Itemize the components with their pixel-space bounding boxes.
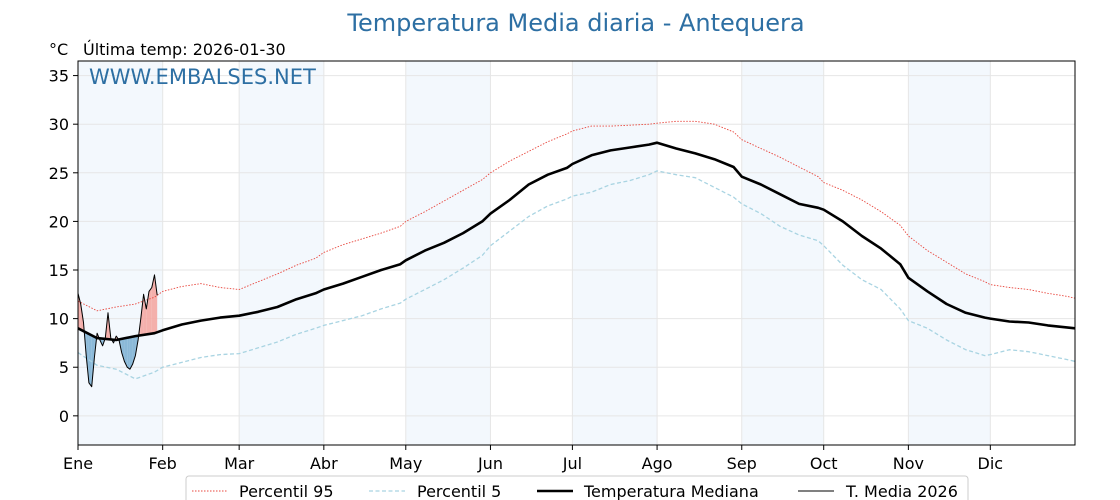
- anomaly-cold: [121, 338, 125, 362]
- legend-label: Percentil 5: [417, 482, 501, 500]
- x-tick-label-abr: Abr: [310, 454, 338, 473]
- month-band-nov: [908, 61, 991, 445]
- y-tick-label: 5: [59, 358, 69, 377]
- x-tick-label-jun: Jun: [477, 454, 503, 473]
- chart-title: Temperatura Media diaria - Antequera: [346, 9, 804, 37]
- anomaly-warm: [143, 294, 147, 335]
- anomaly-warm: [146, 291, 149, 335]
- month-shading: [78, 61, 991, 445]
- anomaly-cold: [124, 337, 128, 368]
- legend-label: T. Media 2026: [845, 482, 958, 500]
- series-line-t-media-2026: [77, 274, 158, 388]
- watermark: WWW.EMBALSES.NET: [89, 65, 316, 89]
- series-line-percentil-5: [77, 170, 1076, 380]
- series-line-temperatura-mediana: [77, 141, 1076, 342]
- unit-label: °C: [49, 40, 68, 59]
- legend: Percentil 95 Percentil 5 Temperatura Media…: [185, 475, 969, 500]
- last-temp-label: Última temp: 2026-01-30: [83, 40, 286, 59]
- y-tick-label: 20: [49, 212, 69, 231]
- anomaly-cold: [91, 335, 95, 387]
- y-axis: 0 5 10 15 20 25 30 35: [49, 67, 78, 426]
- anomaly-cold: [86, 332, 89, 383]
- anomaly-cold: [129, 336, 133, 370]
- legend-label: Temperatura Mediana: [583, 482, 759, 500]
- y-tick-label: 35: [49, 67, 69, 86]
- x-tick-label-nov: Nov: [893, 454, 924, 473]
- x-tick-label-ago: Ago: [642, 454, 673, 473]
- legend-label: Percentil 95: [239, 482, 334, 500]
- x-axis: Ene Feb Mar Abr May Jun Jul Ago Sep Oct Nov Dic: [63, 445, 1003, 473]
- y-tick-label: 0: [59, 407, 69, 426]
- x-tick-label-jul: Jul: [562, 454, 582, 473]
- x-tick-label-dic: Dic: [978, 454, 1004, 473]
- month-band-mar: [239, 61, 324, 445]
- y-tick-label: 10: [49, 310, 69, 329]
- anomaly-warm: [151, 274, 155, 334]
- y-tick-label: 25: [49, 164, 69, 183]
- x-tick-label-feb: Feb: [149, 454, 177, 473]
- plot-frame: [77, 60, 1076, 446]
- x-tick-label-may: May: [389, 454, 422, 473]
- month-band-jul: [572, 61, 658, 445]
- series-line-percentil-95: [77, 120, 1076, 312]
- x-tick-label-ene: Ene: [63, 454, 93, 473]
- x-tick-label-oct: Oct: [810, 454, 838, 473]
- series-lines: [77, 120, 1076, 388]
- anomaly-warm: [154, 274, 158, 334]
- legend-box: [185, 475, 969, 500]
- y-tick-label: 30: [49, 115, 69, 134]
- x-tick-label-mar: Mar: [224, 454, 255, 473]
- anomaly-warm: [149, 287, 152, 334]
- month-band-sep: [741, 61, 824, 445]
- x-tick-label-sep: Sep: [727, 454, 757, 473]
- y-tick-label: 15: [49, 261, 69, 280]
- month-band-ene: [78, 61, 163, 445]
- anomaly-cold: [127, 337, 130, 370]
